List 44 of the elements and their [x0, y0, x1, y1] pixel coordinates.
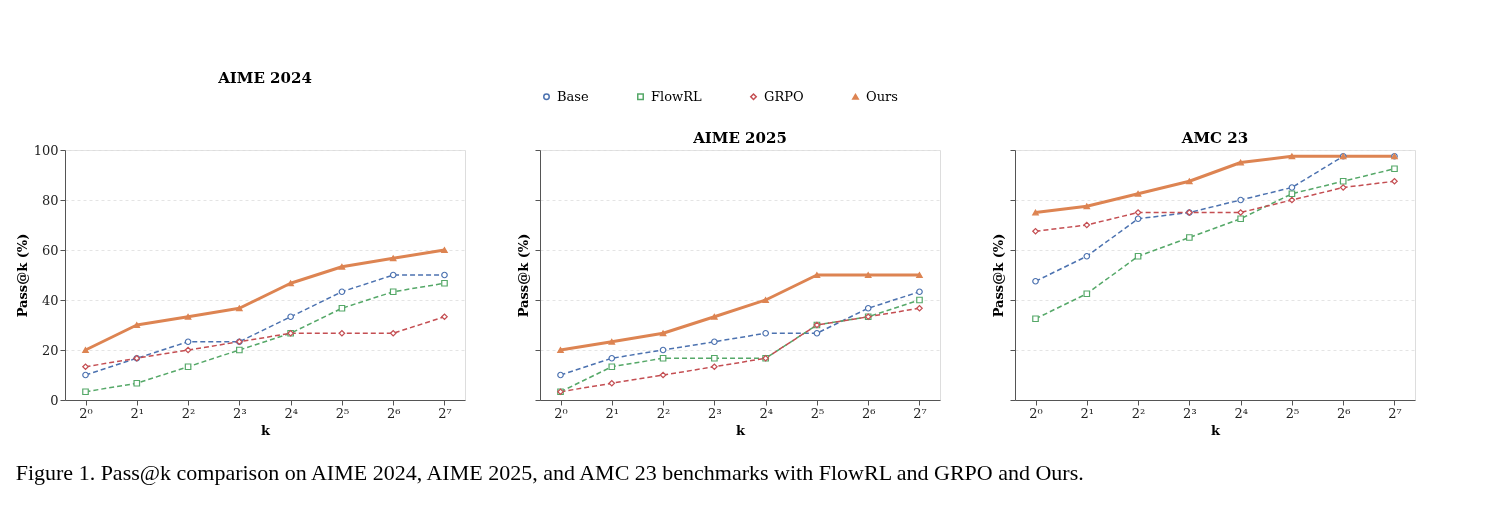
x-tick-label: 2²: [1131, 405, 1146, 421]
y-tick-label: 80: [41, 192, 59, 208]
x-tick-label: 2⁶: [1336, 405, 1351, 421]
y-tick-label: 20: [41, 342, 59, 358]
x-tick-label: 2²: [656, 405, 671, 421]
legend-label: Base: [557, 88, 589, 104]
x-tick-label: 2⁵: [810, 405, 825, 421]
x-tick-label: 2⁰: [79, 405, 93, 421]
legend-label: Ours: [866, 88, 898, 104]
x-tick-label: 2⁶: [861, 405, 876, 421]
x-tick-label: 2⁶: [386, 405, 401, 421]
x-tick-label: 2¹: [1080, 405, 1095, 421]
x-tick-label: 2⁴: [759, 405, 773, 421]
y-tick-label: 40: [41, 292, 59, 308]
x-tick-label: 2⁷: [438, 405, 452, 421]
legend-label: GRPO: [764, 88, 804, 104]
x-axis-title: k: [260, 422, 271, 438]
x-axis-title: k: [735, 422, 746, 438]
y-tick-label: 0: [50, 392, 59, 408]
caption: Figure 1. Pass@k comparison on AIME 2024, AIME 2025, and AMC 23 benchmarks with FlowRL and GRPO and Ours.: [15, 459, 1084, 485]
y-tick-label: 60: [41, 242, 59, 258]
x-tick-label: 2⁰: [554, 405, 568, 421]
x-tick-label: 2⁵: [335, 405, 350, 421]
chart-title: AIME 2025: [692, 128, 787, 147]
y-axis-title: Pass@k (%): [991, 233, 1006, 318]
x-axis-title: k: [1210, 422, 1221, 438]
y-axis-title: Pass@k (%): [14, 233, 30, 318]
x-tick-label: 2³: [1183, 405, 1197, 421]
x-tick-label: 2⁵: [1285, 405, 1300, 421]
x-tick-label: 2²: [181, 405, 196, 421]
legend-label: FlowRL: [651, 88, 702, 104]
x-tick-label: 2⁷: [1388, 405, 1402, 421]
y-tick-label: 100: [33, 142, 59, 158]
y-axis-title: Pass@k (%): [516, 233, 531, 318]
chart-title: AMC 23: [1180, 128, 1249, 147]
x-tick-label: 2⁴: [284, 405, 298, 421]
x-tick-label: 2⁷: [913, 405, 927, 421]
x-tick-label: 2¹: [605, 405, 620, 421]
x-tick-label: 2³: [233, 405, 247, 421]
chart-title: AIME 2024: [217, 69, 312, 87]
x-tick-label: 2¹: [130, 405, 145, 421]
x-tick-label: 2⁴: [1234, 405, 1248, 421]
x-tick-label: 2³: [708, 405, 722, 421]
x-tick-label: 2⁰: [1029, 405, 1043, 421]
